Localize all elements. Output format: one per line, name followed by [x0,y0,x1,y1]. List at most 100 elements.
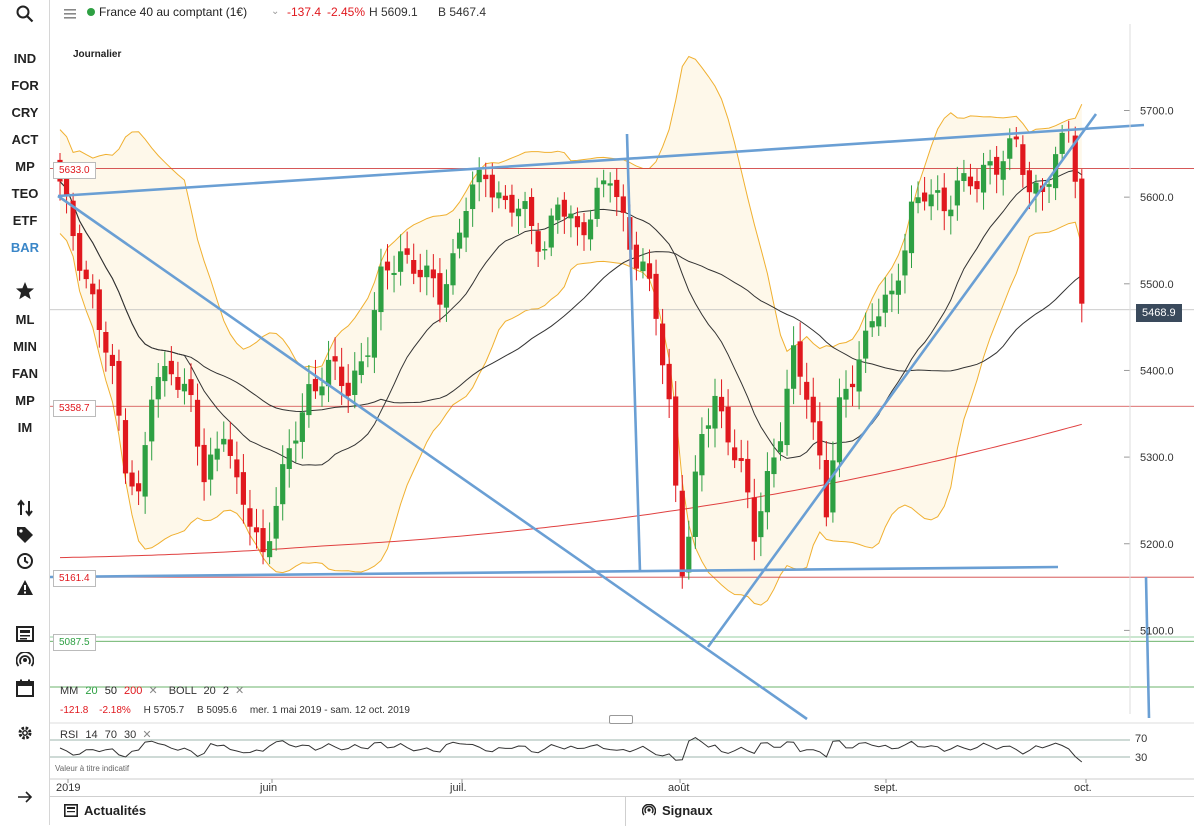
rsi-p1: 14 [85,729,98,741]
search-icon[interactable] [13,3,37,25]
candle-body [227,439,233,456]
candle-body [293,440,299,444]
mm20-label[interactable]: 20 [85,685,98,697]
candle-body [221,438,227,445]
stats-change: -121.8 [60,705,89,716]
x-tick-label: août [668,782,689,794]
header-high: H 5609.1 [369,5,418,19]
candle-body [1033,182,1039,194]
candle-body [869,321,875,328]
chart-area[interactable]: 5700.0 5600.0 5500.0 5400.0 5300.0 5200.0 5100… [49,24,1194,800]
sidebar-item-im[interactable]: IM [17,420,33,435]
boll-p2: 2 [222,685,229,697]
candle-body [679,490,685,577]
candle-body [987,161,993,166]
ma200-line [59,423,1082,559]
star-icon[interactable] [13,280,37,302]
candle-body [705,425,712,429]
sidebar-item-cry[interactable]: CRY [11,105,39,120]
candle-body [194,399,201,447]
candle-body [188,379,194,396]
tag-icon[interactable] [13,524,37,546]
chevron-down-icon[interactable]: ⌄ [271,6,280,17]
candle-body [371,310,377,358]
candle-body [948,209,954,217]
candle-body [1007,138,1013,159]
sidebar-item-for[interactable]: FOR [11,78,39,93]
candle-body [895,280,901,295]
rsi-legend: RSI 14 70 30 ✕ [60,728,152,741]
candle-body [915,197,921,204]
candle-body [889,290,895,295]
candle-body [201,444,207,483]
pane-resize-handle[interactable] [609,715,633,724]
remove-rsi-icon[interactable]: ✕ [142,729,152,741]
disclaimer: Valeur à titre indicatif [55,764,130,773]
sidebar-item-fan[interactable]: FAN [12,366,38,381]
sidebar-item-ml[interactable]: ML [15,312,35,327]
tab-news[interactable]: Actualités [64,803,146,818]
remove-boll-icon[interactable]: ✕ [235,685,245,697]
level-label-5161: 5161.4 [53,570,96,587]
period-label[interactable]: Journalier [73,49,122,60]
warning-icon[interactable] [13,577,37,599]
candle-body [155,377,161,400]
sidebar-item-mp2[interactable]: MP [15,393,35,408]
tab-signals-label: Signaux [662,803,713,818]
mm200-label[interactable]: 200 [124,685,143,697]
candle-body [489,174,495,198]
history-icon[interactable] [13,550,37,572]
candle-body [417,269,423,278]
tab-news-label: Actualités [84,803,147,818]
market-status-dot [87,8,95,16]
candle-body [856,359,862,392]
trend-line [1144,576,1151,719]
mm-label[interactable]: MM [60,685,79,697]
candle-body [666,363,672,400]
gear-icon[interactable] [13,722,37,744]
sidebar-item-mp[interactable]: MP [15,159,35,174]
calendar-icon[interactable] [13,677,37,699]
level-label-5633: 5633.0 [53,162,96,179]
candle-body [443,284,450,308]
news-icon[interactable] [13,623,37,645]
arrow-right-icon[interactable] [13,786,37,808]
candle-body [214,448,220,460]
trend-line [57,194,808,721]
remove-mm-icon[interactable]: ✕ [148,685,158,697]
candle-body [358,361,364,376]
sidebar-item-act[interactable]: ACT [11,132,39,147]
sidebar-item-etf[interactable]: ETF [12,213,38,228]
price-chart[interactable]: 5700.0 5600.0 5500.0 5400.0 5300.0 5200.0 5100… [49,24,1194,800]
candle-body [843,388,849,400]
rsi-label[interactable]: RSI [60,729,79,741]
candle-body [456,232,463,249]
candle-body [90,283,96,295]
sidebar-item-teo[interactable]: TEO [11,186,39,201]
sidebar-item-min[interactable]: MIN [13,339,37,354]
sidebar-item-bar[interactable]: BAR [10,240,40,255]
boll-label[interactable]: BOLL [168,685,197,697]
candle-body [758,511,764,538]
candle-body [712,395,718,429]
candle-body [594,187,600,219]
candle-body [1013,136,1019,140]
candle-body [378,266,384,313]
candle-body [876,316,882,327]
sort-arrows-icon[interactable] [13,497,37,519]
y-tick-label: 5400.0 [1140,365,1174,377]
candle-body [908,201,915,254]
mm50-label[interactable]: 50 [104,685,117,697]
candle-body [96,289,102,331]
bottom-tabs: Actualités Signaux [50,796,1194,826]
tab-signals[interactable]: Signaux [642,803,713,818]
sidebar-item-ind[interactable]: IND [13,51,37,66]
candle-body [522,201,528,209]
broadcast-icon[interactable] [13,650,37,672]
candle-body [109,354,115,366]
candle-body [273,505,279,539]
instrument-title[interactable]: France 40 au comptant (1€) [99,5,248,19]
candle-body [974,181,980,190]
menu-icon[interactable] [64,6,76,24]
candle-body [830,460,836,513]
